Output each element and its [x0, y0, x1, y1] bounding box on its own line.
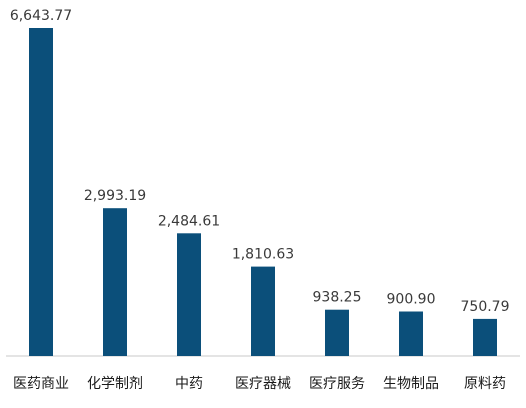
bars-group — [29, 28, 497, 356]
category-labels-group: 医药商业 化学制剂 中药 医疗器械 医疗服务 生物制品 原料药 — [13, 376, 506, 392]
value-label-4: 938.25 — [313, 290, 362, 306]
category-label-3: 医疗器械 — [235, 376, 291, 392]
category-label-6: 原料药 — [464, 376, 506, 392]
value-label-5: 900.90 — [387, 292, 436, 308]
value-label-0: 6,643.77 — [10, 8, 72, 24]
value-label-6: 750.79 — [461, 299, 510, 315]
bar-4 — [325, 309, 349, 356]
bar-0 — [29, 28, 53, 356]
bar-2 — [177, 233, 201, 356]
category-label-4: 医疗服务 — [309, 376, 365, 392]
value-label-2: 2,484.61 — [158, 213, 220, 229]
category-label-0: 医药商业 — [13, 376, 69, 392]
bar-3 — [251, 266, 275, 356]
category-label-5: 生物制品 — [383, 376, 439, 392]
bar-5 — [399, 311, 423, 356]
bar-1 — [103, 208, 127, 356]
category-label-2: 中药 — [175, 376, 203, 392]
value-label-3: 1,810.63 — [232, 247, 294, 263]
value-labels-group: 6,643.77 2,993.19 2,484.61 1,810.63 938.25 90… — [10, 8, 510, 315]
bar-6 — [473, 318, 497, 356]
value-label-1: 2,993.19 — [84, 188, 146, 204]
category-label-1: 化学制剂 — [87, 376, 143, 392]
